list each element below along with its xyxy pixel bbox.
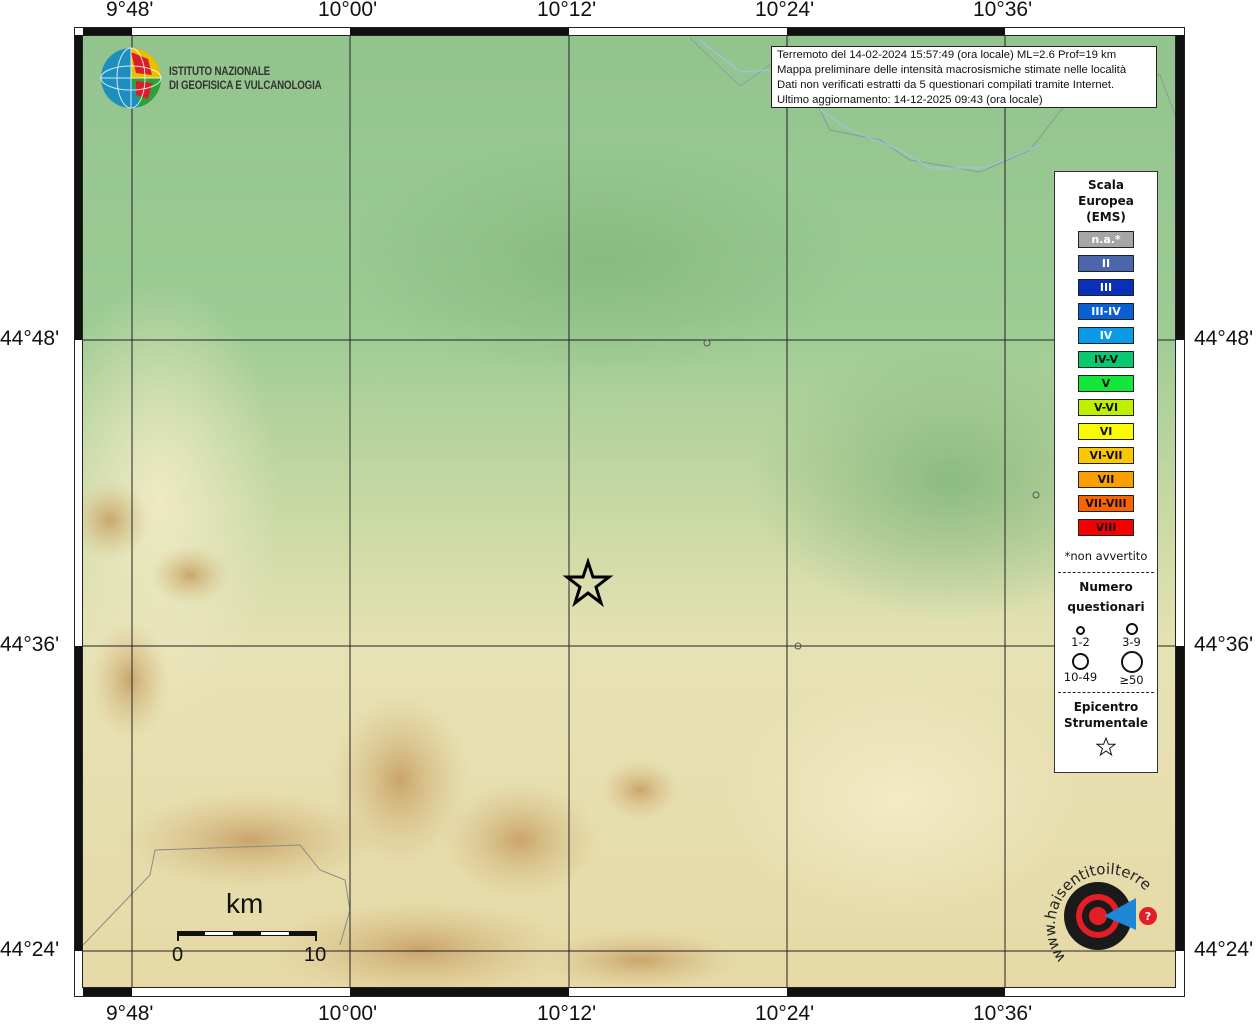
lon-label-bottom: 10°00' xyxy=(318,1002,378,1025)
size-50-plus: ≥50 xyxy=(1106,651,1157,687)
event-title: Terremoto del 14-02-2024 15:57:49 (ora l… xyxy=(777,49,1117,61)
scale-unit: km xyxy=(226,888,264,919)
graticule xyxy=(83,35,1175,988)
size-3-9: 3-9 xyxy=(1106,623,1157,649)
size-label: 1-2 xyxy=(1071,635,1090,649)
last-update: Ultimo aggiornamento: 14-12-2025 09:43 (… xyxy=(777,94,1043,106)
size-label: 10-49 xyxy=(1063,670,1098,684)
epicentro-line: Epicentro xyxy=(1073,700,1139,714)
intensity-swatch: IV xyxy=(1078,327,1134,344)
intensity-swatch: IV-V xyxy=(1078,351,1134,368)
ingv-line2: DI GEOFISICA E VULCANOLOGIA xyxy=(169,80,322,92)
legend-title-line: (EMS) xyxy=(1086,210,1126,224)
epicentro-line: Strumentale xyxy=(1063,716,1149,730)
lon-label-bottom: 10°36' xyxy=(973,1002,1033,1025)
size-label: ≥50 xyxy=(1119,673,1144,687)
questionari-title: Numero questionari xyxy=(1055,577,1157,617)
size-10-49: 10-49 xyxy=(1055,651,1106,687)
questionari-title-line: Numero xyxy=(1079,580,1133,594)
lon-label-top: 10°36' xyxy=(973,0,1033,21)
epicenter-star-icon[interactable] xyxy=(562,557,614,608)
lat-label-right: 44°36' xyxy=(1194,633,1254,656)
intensity-swatch: VII xyxy=(1078,471,1134,488)
locality-markers xyxy=(703,339,1040,650)
intensity-swatch: VI-VII xyxy=(1078,447,1134,464)
star-icon xyxy=(1095,736,1117,757)
map-description: Mappa preliminare delle intensità macros… xyxy=(777,64,1127,76)
lon-label-top: 9°48' xyxy=(106,0,154,21)
intensity-swatch: VII-VIII xyxy=(1078,495,1134,512)
data-note: Dati non verificati estratti da 5 questi… xyxy=(777,79,1115,91)
ingv-line1: ISTITUTO NAZIONALE xyxy=(169,66,271,78)
legend-title-line: Scala xyxy=(1087,178,1125,192)
locality-marker[interactable] xyxy=(703,339,711,347)
lat-label-left: 44°36' xyxy=(0,633,60,656)
terrain xyxy=(83,35,1175,988)
locality-marker[interactable] xyxy=(1032,491,1040,499)
locality-marker[interactable] xyxy=(794,642,802,650)
ingv-globe-logo xyxy=(100,47,162,109)
circle-icon xyxy=(1125,623,1138,635)
lat-label-right: 44°24' xyxy=(1194,938,1254,961)
circle-icon xyxy=(1076,626,1085,635)
legend-title-line: Europea xyxy=(1078,194,1134,208)
intensity-swatch: VIII xyxy=(1078,519,1134,536)
lat-label-left: 44°48' xyxy=(0,327,60,350)
questionari-sizes: 1-2 3-9 10-49 ≥50 xyxy=(1055,623,1157,687)
circle-icon xyxy=(1072,653,1089,670)
lat-label-right: 44°48' xyxy=(1194,327,1254,350)
epicentro-title: Epicentro Strumentale xyxy=(1055,699,1157,731)
intensity-swatch: V-VI xyxy=(1078,399,1134,416)
intensity-swatches: n.a.* II III III-IV IV IV-V V V-VI VI VI-VII VII VI… xyxy=(1055,231,1157,536)
scale-start: 0 xyxy=(172,944,184,966)
lon-label-top: 10°12' xyxy=(537,0,597,21)
lon-label-bottom: 9°48' xyxy=(106,1002,154,1025)
event-info-box: Terremoto del 14-02-2024 15:57:49 (ora l… xyxy=(771,46,1157,108)
circle-icon xyxy=(1120,651,1143,673)
scale-bar xyxy=(177,931,317,941)
svg-text:?: ? xyxy=(1145,910,1151,923)
lat-label-left: 44°24' xyxy=(0,938,60,961)
legend-title: Scala Europea (EMS) xyxy=(1055,177,1157,225)
intensity-swatch: VI xyxy=(1078,423,1134,440)
legend-divider xyxy=(1058,572,1154,573)
size-1-2: 1-2 xyxy=(1055,623,1106,649)
size-label: 3-9 xyxy=(1122,635,1141,649)
intensity-swatch: V xyxy=(1078,375,1134,392)
scale-end: 10 xyxy=(304,944,327,966)
lon-label-top: 10°00' xyxy=(318,0,378,21)
legend-note: *non avvertito xyxy=(1064,549,1148,563)
lon-label-bottom: 10°24' xyxy=(755,1002,815,1025)
questionari-title-line: questionari xyxy=(1067,600,1145,614)
intensity-swatch: III-IV xyxy=(1078,303,1134,320)
lon-label-bottom: 10°12' xyxy=(537,1002,597,1025)
map-frame xyxy=(74,27,1185,997)
haisentito-logo[interactable]: ? www.haisentitoilterremoto.it xyxy=(1036,858,1162,978)
legend-divider xyxy=(1058,692,1154,693)
intensity-swatch: III xyxy=(1078,279,1134,296)
ems-legend: Scala Europea (EMS) n.a.* II III III-IV IV IV… xyxy=(1054,171,1158,773)
intensity-swatch: n.a.* xyxy=(1078,231,1134,248)
ingv-logo-text: ISTITUTO NAZIONALE DI GEOFISICA E VULCAN… xyxy=(169,65,322,93)
lon-label-top: 10°24' xyxy=(755,0,815,21)
intensity-swatch: II xyxy=(1078,255,1134,272)
